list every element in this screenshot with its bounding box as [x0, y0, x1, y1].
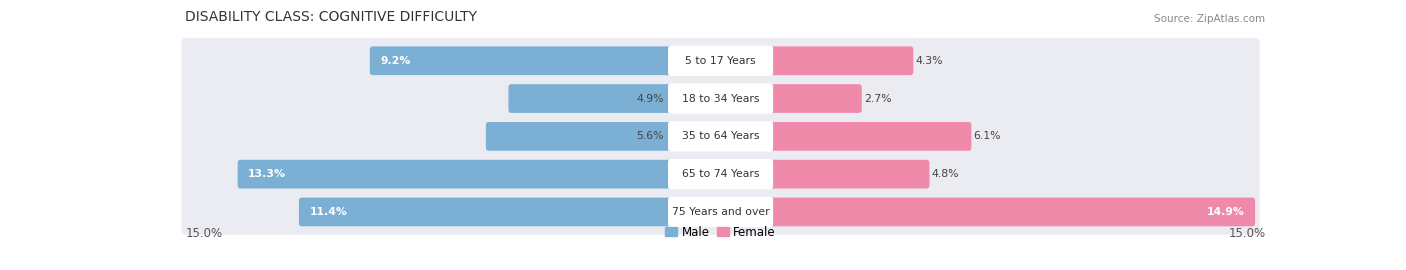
FancyBboxPatch shape	[668, 83, 773, 114]
FancyBboxPatch shape	[769, 122, 972, 151]
Text: 14.9%: 14.9%	[1206, 207, 1244, 217]
Text: 9.2%: 9.2%	[381, 56, 411, 66]
FancyBboxPatch shape	[769, 160, 929, 188]
Legend: Male, Female: Male, Female	[665, 225, 776, 239]
FancyBboxPatch shape	[370, 46, 672, 75]
Text: 13.3%: 13.3%	[249, 169, 287, 179]
FancyBboxPatch shape	[181, 114, 1260, 159]
FancyBboxPatch shape	[181, 38, 1260, 83]
FancyBboxPatch shape	[181, 151, 1260, 197]
FancyBboxPatch shape	[668, 159, 773, 189]
Text: 4.8%: 4.8%	[932, 169, 959, 179]
Text: 4.9%: 4.9%	[637, 93, 664, 104]
Text: Source: ZipAtlas.com: Source: ZipAtlas.com	[1154, 14, 1265, 24]
FancyBboxPatch shape	[299, 198, 672, 226]
FancyBboxPatch shape	[181, 76, 1260, 121]
FancyBboxPatch shape	[181, 189, 1260, 235]
Text: 35 to 64 Years: 35 to 64 Years	[682, 131, 759, 141]
FancyBboxPatch shape	[769, 198, 1256, 226]
FancyBboxPatch shape	[668, 46, 773, 76]
FancyBboxPatch shape	[668, 121, 773, 151]
FancyBboxPatch shape	[668, 197, 773, 227]
Text: 6.1%: 6.1%	[973, 131, 1001, 141]
Text: 4.3%: 4.3%	[915, 56, 943, 66]
Text: 65 to 74 Years: 65 to 74 Years	[682, 169, 759, 179]
Text: 15.0%: 15.0%	[186, 227, 222, 239]
Text: 5 to 17 Years: 5 to 17 Years	[685, 56, 756, 66]
Text: 2.7%: 2.7%	[865, 93, 891, 104]
Text: DISABILITY CLASS: COGNITIVE DIFFICULTY: DISABILITY CLASS: COGNITIVE DIFFICULTY	[186, 10, 478, 24]
Text: 11.4%: 11.4%	[309, 207, 347, 217]
Text: 5.6%: 5.6%	[637, 131, 664, 141]
Text: 75 Years and over: 75 Years and over	[672, 207, 769, 217]
FancyBboxPatch shape	[769, 46, 914, 75]
FancyBboxPatch shape	[238, 160, 672, 188]
Text: 15.0%: 15.0%	[1229, 227, 1265, 239]
Text: 18 to 34 Years: 18 to 34 Years	[682, 93, 759, 104]
FancyBboxPatch shape	[509, 84, 672, 113]
FancyBboxPatch shape	[486, 122, 672, 151]
FancyBboxPatch shape	[769, 84, 862, 113]
